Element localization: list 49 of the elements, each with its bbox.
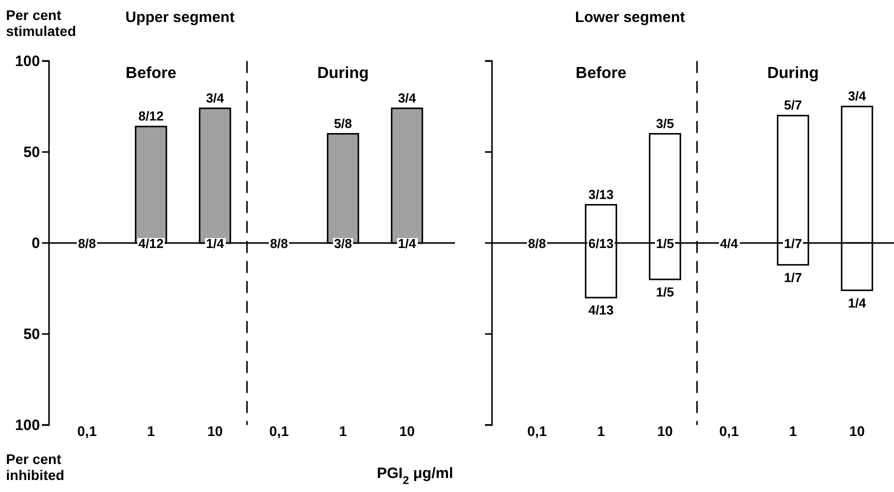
- annotation: 3/13: [588, 186, 614, 202]
- x-tick-label: 0,1: [719, 423, 739, 439]
- annotation: 1/7: [784, 270, 802, 285]
- y-tick-label: 50: [23, 144, 40, 161]
- annotation: 3/4: [398, 90, 417, 106]
- x-tick-label: 1: [597, 423, 606, 439]
- text: Per cent inhibited: [6, 451, 64, 483]
- x-tick-label: 0,1: [269, 423, 289, 439]
- chart-title: Before: [126, 65, 176, 82]
- annotation: 4/12: [138, 236, 164, 251]
- annotation: 1/4: [398, 236, 417, 251]
- annotation: 1/4: [848, 295, 867, 310]
- x-tick-label: 10: [849, 423, 865, 439]
- chart-title: During: [767, 65, 819, 82]
- y-tick-label: 100: [14, 416, 40, 434]
- annotation: 3/8: [334, 236, 352, 251]
- annotation: 4/13: [588, 302, 614, 318]
- x-tick-label: 1: [147, 423, 156, 439]
- annotation: 1/5: [656, 284, 674, 300]
- y-tick-label: 0: [32, 234, 40, 252]
- chart-title: Before: [576, 65, 626, 82]
- x-tick-label: 0,1: [77, 423, 97, 439]
- annotation: 1/4: [206, 236, 225, 251]
- annotation: 5/8: [334, 116, 352, 131]
- annotation: 8/8: [270, 236, 288, 251]
- annotation: 1/7: [784, 236, 802, 251]
- x-axis-title: PGI$_{2}$ μg/ml: [376, 465, 454, 487]
- x-tick-label: 10: [399, 423, 415, 439]
- x-tick-label: 1: [339, 423, 348, 439]
- annotation: 8/12: [138, 108, 164, 124]
- x-tick-label: 10: [207, 423, 223, 439]
- chart-subtitle: Upper segment: [125, 9, 235, 26]
- annotation: 8/8: [78, 236, 96, 251]
- annotation: 8/8: [528, 236, 546, 251]
- annotation: 1/5: [656, 236, 674, 251]
- chart-subtitle: Lower segment: [574, 9, 686, 26]
- annotation: 3/4: [206, 90, 225, 106]
- chart-title: During: [317, 65, 369, 82]
- annotation: 5/7: [784, 98, 802, 113]
- annotation: 3/4: [848, 88, 867, 104]
- y-tick-label: 100: [14, 52, 40, 70]
- y-axis-title: Per cent stimulated: [6, 7, 76, 39]
- y-tick-label: 50: [23, 326, 40, 343]
- x-tick-label: 1: [789, 423, 798, 439]
- x-tick-label: 0,1: [527, 423, 547, 439]
- annotation: 3/5: [656, 116, 674, 131]
- annotation: 6/13: [588, 236, 614, 251]
- x-tick-label: 10: [657, 423, 673, 439]
- annotation: 4/4: [720, 236, 739, 251]
